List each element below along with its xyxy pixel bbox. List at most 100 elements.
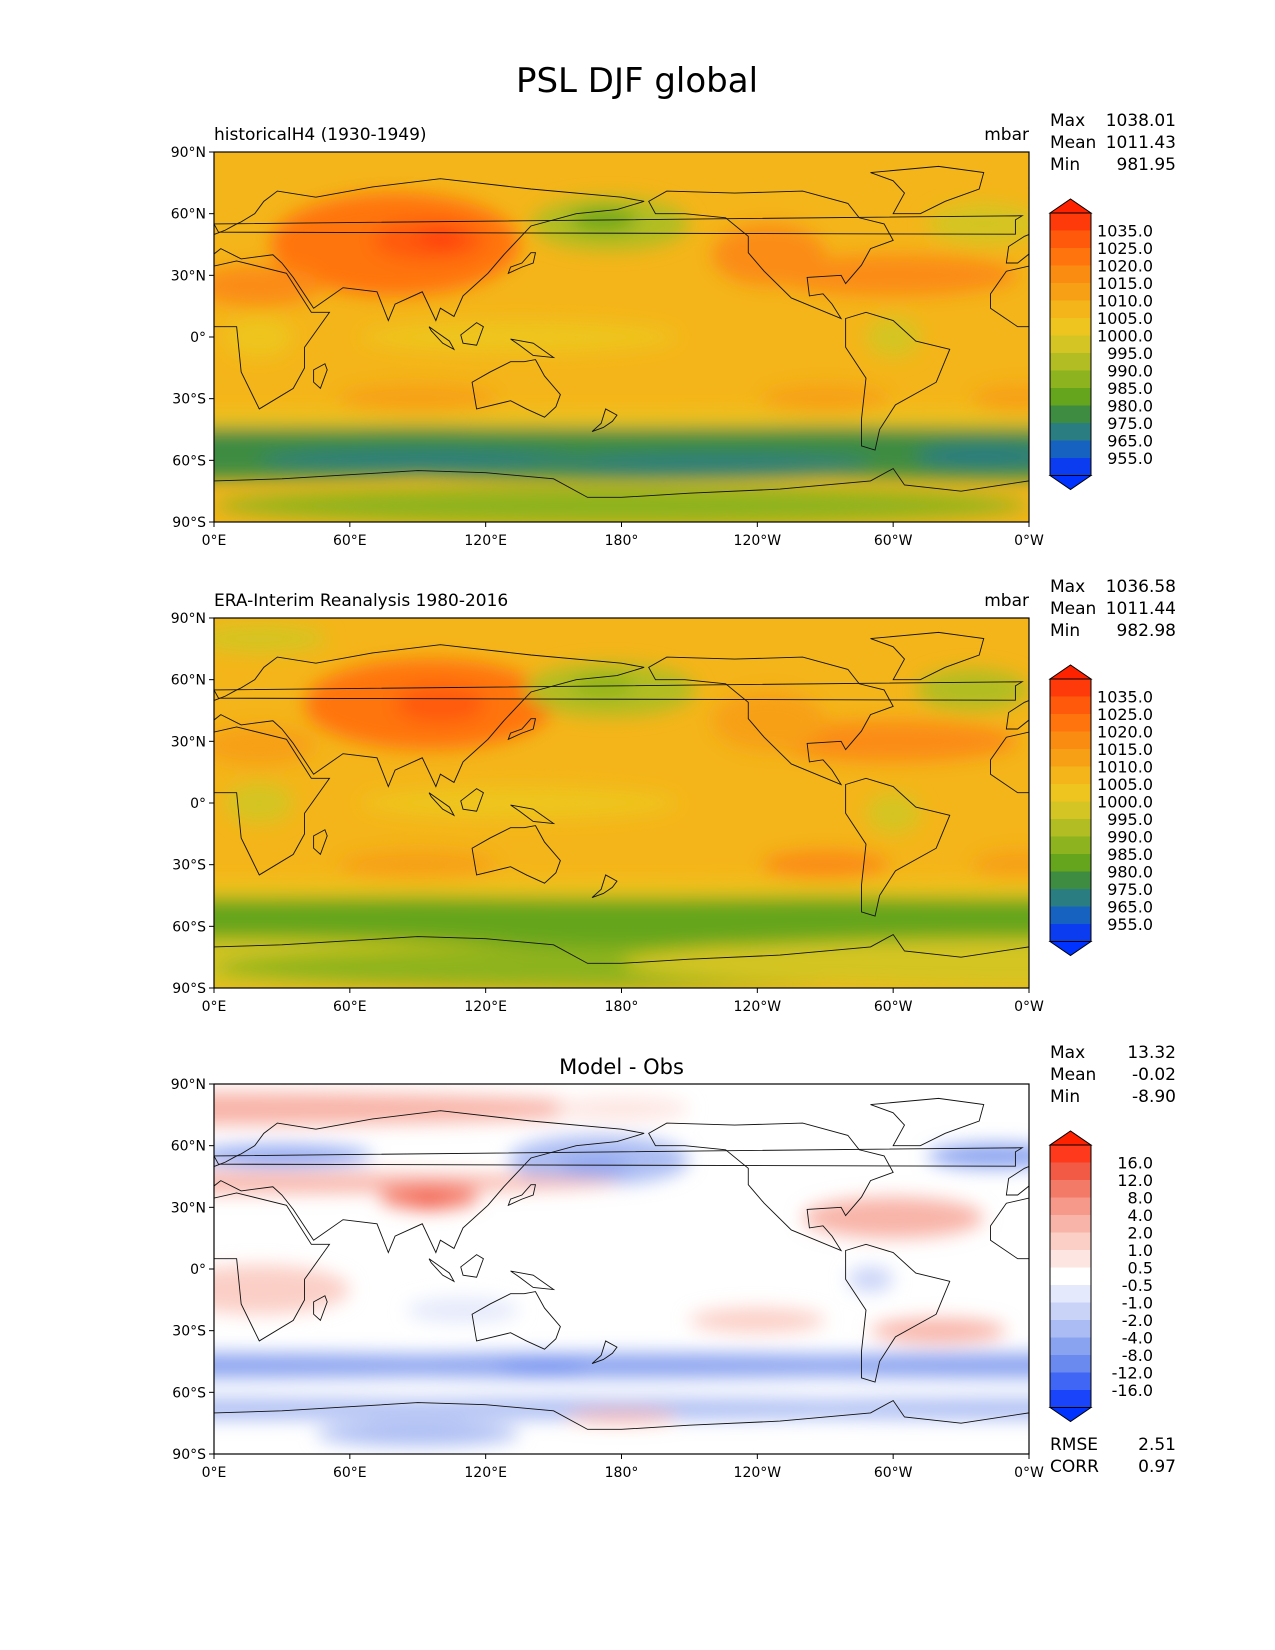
lat-tick-label: 60°S	[172, 1385, 206, 1401]
colorbar-swatch	[1050, 696, 1091, 715]
colorbar-level-label: -1.0	[1122, 1294, 1153, 1313]
lat-tick-label: 30°N	[171, 1200, 206, 1216]
stat-value: -0.02	[1132, 1065, 1176, 1085]
colorbar-level-label: 1020.0	[1097, 723, 1153, 742]
colorbar-level-label: 980.0	[1107, 397, 1153, 416]
coastline-australia	[471, 359, 561, 418]
colorbar-swatch	[1050, 1162, 1091, 1181]
coastline-borneo	[460, 1254, 484, 1278]
lat-tick-label: 30°S	[172, 1324, 206, 1340]
contour-region	[214, 624, 328, 653]
colorbar-swatch	[1050, 731, 1091, 750]
colorbar-swatch	[1050, 1355, 1091, 1373]
contour-region	[927, 1143, 1029, 1169]
colorbar-swatch	[1050, 458, 1091, 476]
lat-tick-label: 90°S	[172, 981, 206, 997]
coastline-africa	[214, 726, 331, 876]
field-contours	[214, 193, 1029, 522]
stat-label: Min	[1050, 621, 1080, 641]
coastline-japan	[507, 718, 537, 741]
lon-tick-label: 120°W	[734, 1465, 782, 1481]
coastline-eurasia	[214, 1110, 645, 1254]
colorbar-swatch	[1050, 335, 1091, 354]
colorbar-swatch	[1050, 819, 1091, 837]
lat-tick-label: 90°N	[171, 1077, 206, 1093]
lon-tick-label: 0°E	[202, 533, 227, 549]
colorbar-swatch	[1050, 1372, 1091, 1391]
panels: 90°N 60°N 30°N 0° 30°S 60°S 90°S 0°E 60°E 120°E 18…	[171, 111, 1176, 1481]
colorbar-level-label: 1025.0	[1097, 705, 1153, 724]
colorbar-level-label: 2.0	[1128, 1224, 1153, 1243]
contour-region	[259, 450, 577, 471]
contour-region	[621, 1353, 1029, 1378]
rmse-value: 2.51	[1138, 1435, 1176, 1455]
colorbar-level-label: 1020.0	[1097, 257, 1153, 276]
colorbar-level-label: 1010.0	[1097, 758, 1153, 777]
contour-region	[847, 1266, 894, 1292]
colorbar-level-label: 975.0	[1107, 414, 1153, 433]
stat-label: Mean	[1050, 1065, 1096, 1085]
contour-region	[214, 1264, 350, 1315]
colorbar-swatch	[1050, 283, 1091, 301]
colorbar-swatch	[1050, 889, 1091, 907]
colorbar-extend-bottom	[1048, 1407, 1093, 1423]
contour-region	[768, 254, 1018, 296]
stat-value: 1011.44	[1106, 599, 1176, 619]
colorbar-outline	[1049, 1144, 1092, 1408]
colorbar-level-label: 1015.0	[1097, 274, 1153, 293]
colorbar: 16.012.08.04.02.01.00.5-0.5-1.0-2.0-4.0-…	[1048, 1130, 1153, 1423]
contour-region	[621, 1398, 1029, 1420]
contour-region	[214, 1172, 622, 1193]
contour-region	[621, 411, 1029, 428]
lat-tick-label: 90°S	[172, 1447, 206, 1463]
lat-tick-label: 90°N	[171, 611, 206, 627]
colorbar-swatch	[1050, 265, 1091, 284]
colorbar-swatch	[1050, 1267, 1091, 1286]
contour-region	[915, 443, 1029, 469]
coastline-japan	[507, 252, 537, 275]
colorbar-level-label: 985.0	[1107, 379, 1153, 398]
panel-diff: 90°N 60°N 30°N 0° 30°S 60°S 90°S 0°E 60°E 120°E 18…	[171, 1043, 1176, 1481]
contour-region	[761, 384, 889, 414]
coastline-eurasia	[214, 178, 645, 322]
colorbar-swatch	[1050, 871, 1091, 890]
figure-title: PSL DJF global	[516, 61, 758, 101]
colorbar-level-label: 1035.0	[1097, 222, 1153, 241]
contour-region	[338, 850, 497, 880]
lat-tick-label: 90°S	[172, 515, 206, 531]
lat-tick-label: 30°N	[171, 268, 206, 284]
coastline-madagascar	[313, 1295, 328, 1322]
lon-tick-label: 0°W	[1014, 999, 1044, 1015]
coastline-north-america	[648, 1122, 894, 1252]
contour-region	[395, 685, 486, 723]
panel-model: 90°N 60°N 30°N 0° 30°S 60°S 90°S 0°E 60°E 120°E 18…	[171, 111, 1176, 549]
coastlines	[214, 1097, 1029, 1454]
colorbar-level-label: 1005.0	[1097, 309, 1153, 328]
colorbar-level-label: 965.0	[1107, 432, 1153, 451]
lon-tick-label: 180°	[605, 533, 639, 549]
colorbar-swatch	[1050, 318, 1091, 336]
colorbar-swatch	[1050, 836, 1091, 855]
coastline-south-america	[845, 777, 951, 917]
colorbar-swatch	[1050, 1302, 1091, 1321]
colorbar-level-label: 995.0	[1107, 344, 1153, 363]
contour-region	[225, 316, 294, 358]
coastline-south-america	[845, 311, 951, 451]
coastline-sumatra	[428, 1258, 456, 1283]
contour-region	[761, 850, 889, 880]
colorbar-level-label: 980.0	[1107, 863, 1153, 882]
contour-region	[410, 1195, 448, 1208]
coastline-south-america	[845, 1243, 951, 1383]
coastline-new-guinea	[510, 804, 556, 825]
stat-value: 1011.43	[1106, 133, 1176, 153]
coastline-africa	[214, 1192, 331, 1342]
coastline-greenland	[870, 631, 985, 681]
rmse-label: RMSE	[1050, 1435, 1098, 1455]
colorbar-level-label: 955.0	[1107, 449, 1153, 468]
contour-region	[915, 669, 1029, 711]
lon-tick-label: 0°W	[1014, 533, 1044, 549]
colorbar-level-label: -12.0	[1112, 1364, 1153, 1383]
panel-obs: 90°N 60°N 30°N 0° 30°S 60°S 90°S 0°E 60°E 120°E 18…	[171, 577, 1176, 1015]
stat-label: Max	[1050, 577, 1085, 597]
